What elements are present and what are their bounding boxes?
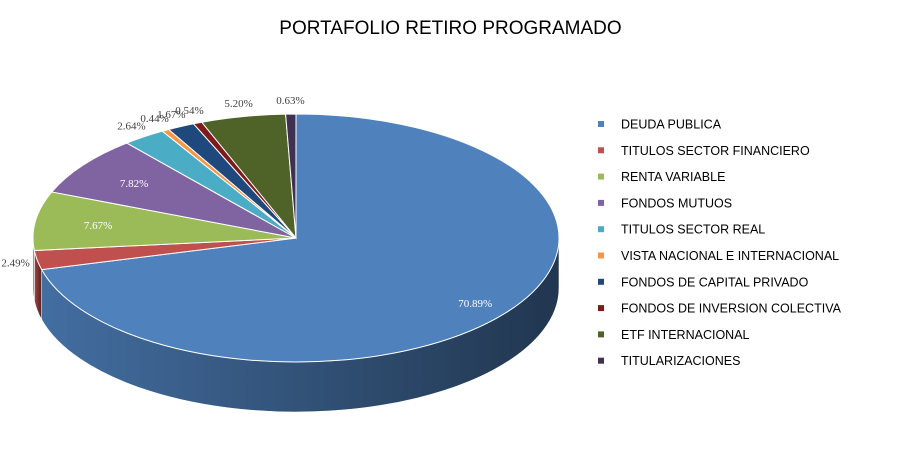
- legend-swatch-titulos-sector-real: [598, 226, 604, 233]
- data-label-deuda-publica: 70.89%: [458, 298, 492, 310]
- legend-swatch-vista-nacional-e-internacional: [598, 252, 604, 259]
- legend-swatch-titularizaciones: [598, 357, 604, 364]
- legend-label-etf-internacional: ETF INTERNACIONAL: [621, 328, 750, 342]
- legend-label-titulos-sector-real: TITULOS SECTOR REAL: [621, 223, 765, 237]
- legend-label-fondos-de-inversion-colectiva: FONDOS DE INVERSION COLECTIVA: [621, 302, 842, 316]
- legend-label-titulos-sector-financiero: TITULOS SECTOR FINANCIERO: [621, 144, 810, 158]
- legend-label-fondos-de-capital-privado: FONDOS DE CAPITAL PRIVADO: [621, 275, 809, 289]
- chart-title: PORTAFOLIO RETIRO PROGRAMADO: [279, 18, 622, 39]
- data-label-etf-internacional: 5.20%: [224, 98, 252, 110]
- data-label-titulos-sector-real: 2.64%: [117, 120, 145, 132]
- pie-slice-fondos-mutuos: [50, 142, 297, 239]
- data-label-titulos-sector-financiero: 2.49%: [1, 258, 29, 270]
- legend-swatch-fondos-mutuos: [598, 199, 604, 206]
- data-label-fondos-de-inversion-colectiva: 0.54%: [175, 105, 203, 117]
- legend-label-renta-variable: RENTA VARIABLE: [621, 170, 725, 184]
- legend-swatch-titulos-sector-financiero: [598, 147, 604, 154]
- legend-label-deuda-publica: DEUDA PUBLICA: [621, 118, 722, 132]
- legend-swatch-fondos-de-capital-privado: [598, 278, 604, 285]
- legend-swatch-renta-variable: [598, 173, 604, 180]
- data-label-titularizaciones: 0.63%: [276, 95, 304, 107]
- legend-swatch-deuda-publica: [598, 121, 604, 127]
- legend-swatch-fondos-de-inversion-colectiva: [598, 305, 604, 312]
- legend-label-titularizaciones: TITULARIZACIONES: [621, 354, 740, 368]
- pie-slice-titularizaciones: [285, 113, 297, 239]
- pie-slice-renta-variable: [32, 191, 297, 252]
- legend-swatch-etf-internacional: [598, 331, 604, 338]
- pie-slice-deuda-publica: [40, 113, 560, 363]
- data-label-vista-nacional-e-internacional: 0.44%: [140, 113, 168, 125]
- data-label-fondos-de-capital-privado: 1.67%: [157, 109, 185, 121]
- legend-label-vista-nacional-e-internacional: VISTA NACIONAL E INTERNACIONAL: [621, 249, 839, 263]
- data-label-renta-variable: 7.67%: [84, 220, 112, 232]
- data-label-fondos-mutuos: 7.82%: [120, 178, 148, 190]
- legend-label-fondos-mutuos: FONDOS MUTUOS: [621, 196, 732, 210]
